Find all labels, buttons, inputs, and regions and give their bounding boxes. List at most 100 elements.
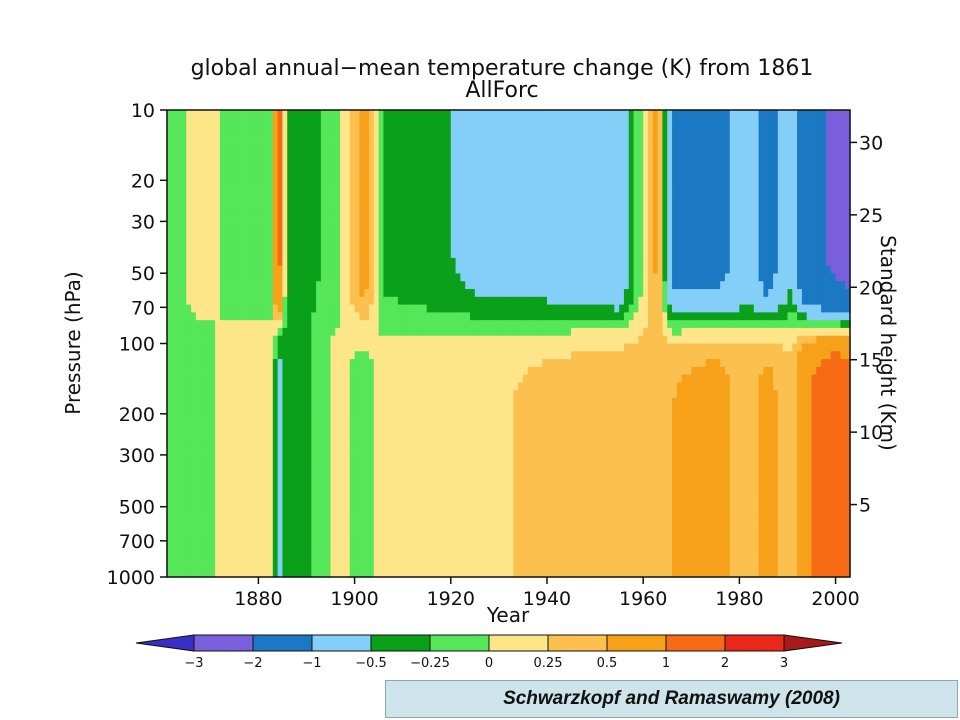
heatmap-cell bbox=[277, 125, 284, 134]
heatmap-cell bbox=[340, 296, 346, 306]
heatmap-cell bbox=[369, 343, 375, 352]
heatmap-cell bbox=[402, 273, 409, 282]
heatmap-cell bbox=[426, 250, 433, 259]
heatmap-cell bbox=[316, 250, 322, 259]
heatmap-cell bbox=[301, 327, 308, 337]
heatmap-cell bbox=[200, 374, 207, 384]
heatmap-cell bbox=[460, 436, 466, 446]
heatmap-cell bbox=[320, 374, 327, 384]
heatmap-cell bbox=[542, 195, 548, 204]
heatmap-cell bbox=[503, 374, 510, 384]
heatmap-cell bbox=[402, 164, 409, 173]
heatmap-cell bbox=[373, 226, 380, 236]
heatmap-cell bbox=[561, 397, 567, 407]
heatmap-cell bbox=[431, 468, 437, 477]
heatmap-cell bbox=[292, 561, 298, 570]
heatmap-cell bbox=[359, 320, 365, 329]
heatmap-cell bbox=[378, 172, 385, 181]
heatmap-cell bbox=[171, 436, 178, 446]
heatmap-cell bbox=[402, 366, 409, 376]
heatmap-cell bbox=[320, 148, 327, 158]
heatmap-cell bbox=[330, 335, 336, 345]
heatmap-cell bbox=[460, 226, 466, 236]
heatmap-cell bbox=[417, 156, 423, 166]
heatmap-cell bbox=[167, 203, 173, 212]
heatmap-cell bbox=[349, 133, 356, 142]
heatmap-cell bbox=[546, 499, 553, 508]
heatmap-cell bbox=[465, 475, 471, 485]
heatmap-cell bbox=[234, 320, 240, 329]
heatmap-cell bbox=[465, 351, 471, 360]
heatmap-cell bbox=[436, 545, 442, 555]
heatmap-cell bbox=[383, 296, 389, 306]
heatmap-cell bbox=[388, 156, 394, 166]
heatmap-cell bbox=[455, 569, 461, 578]
heatmap-cell bbox=[470, 281, 476, 290]
heatmap-cell bbox=[474, 265, 481, 275]
heatmap-cell bbox=[364, 429, 370, 438]
heatmap-cell bbox=[412, 125, 418, 134]
heatmap-cell bbox=[282, 351, 288, 360]
heatmap-cell bbox=[248, 553, 255, 563]
heatmap-cell bbox=[537, 506, 543, 516]
heatmap-cell bbox=[484, 242, 490, 251]
heatmap-cell bbox=[191, 359, 197, 368]
heatmap-cell bbox=[340, 234, 346, 243]
heatmap-cell bbox=[484, 312, 490, 321]
heatmap-cell bbox=[330, 211, 336, 220]
heatmap-cell bbox=[556, 335, 563, 345]
heatmap-cell bbox=[311, 180, 317, 189]
heatmap-cell bbox=[272, 483, 279, 492]
heatmap-cell bbox=[445, 117, 452, 127]
heatmap-cell bbox=[503, 242, 510, 251]
heatmap-cell bbox=[470, 429, 476, 438]
heatmap-cell bbox=[171, 250, 178, 259]
heatmap-cell bbox=[489, 561, 495, 570]
heatmap-cell bbox=[498, 110, 505, 119]
heatmap-cell bbox=[330, 413, 336, 422]
heatmap-cell bbox=[335, 468, 341, 477]
heatmap-cell bbox=[311, 429, 317, 438]
heatmap-cell bbox=[508, 483, 514, 492]
heatmap-cell bbox=[359, 289, 365, 298]
heatmap-cell bbox=[268, 444, 274, 454]
heatmap-cell bbox=[325, 530, 332, 539]
heatmap-cell bbox=[522, 218, 529, 228]
heatmap-cell bbox=[426, 148, 433, 158]
heatmap-cell bbox=[537, 390, 543, 399]
heatmap-cell bbox=[383, 304, 389, 313]
heatmap-cell bbox=[311, 125, 317, 134]
heatmap-cell bbox=[253, 452, 259, 461]
heatmap-cell bbox=[460, 296, 466, 306]
heatmap-cell bbox=[479, 491, 486, 500]
heatmap-cell bbox=[436, 553, 442, 563]
heatmap-cell bbox=[171, 475, 178, 485]
heatmap-cell bbox=[498, 257, 505, 267]
heatmap-cell bbox=[215, 390, 221, 399]
heatmap-cell bbox=[431, 172, 437, 181]
heatmap-cell bbox=[388, 226, 394, 236]
heatmap-cell bbox=[268, 203, 274, 212]
heatmap-cell bbox=[556, 289, 563, 298]
heatmap-cell bbox=[436, 514, 442, 524]
heatmap-cell bbox=[369, 491, 375, 500]
heatmap-cell bbox=[344, 483, 351, 492]
heatmap-cell bbox=[176, 203, 183, 212]
heatmap-cell bbox=[167, 304, 173, 313]
heatmap-cell bbox=[393, 499, 399, 508]
heatmap-cell bbox=[282, 475, 288, 485]
heatmap-cell bbox=[205, 312, 211, 321]
heatmap-cell bbox=[176, 351, 183, 360]
heatmap-cell bbox=[522, 343, 529, 352]
heatmap-cell bbox=[542, 397, 548, 407]
heatmap-cell bbox=[349, 405, 356, 415]
heatmap-cell bbox=[470, 133, 476, 142]
heatmap-cell bbox=[417, 211, 423, 220]
heatmap-cell bbox=[465, 195, 471, 204]
heatmap-cell bbox=[296, 538, 303, 547]
heatmap-cell bbox=[546, 460, 553, 469]
heatmap-cell bbox=[470, 468, 476, 477]
heatmap-cell bbox=[397, 514, 404, 524]
heatmap-cell bbox=[542, 110, 548, 119]
heatmap-cell bbox=[542, 312, 548, 321]
